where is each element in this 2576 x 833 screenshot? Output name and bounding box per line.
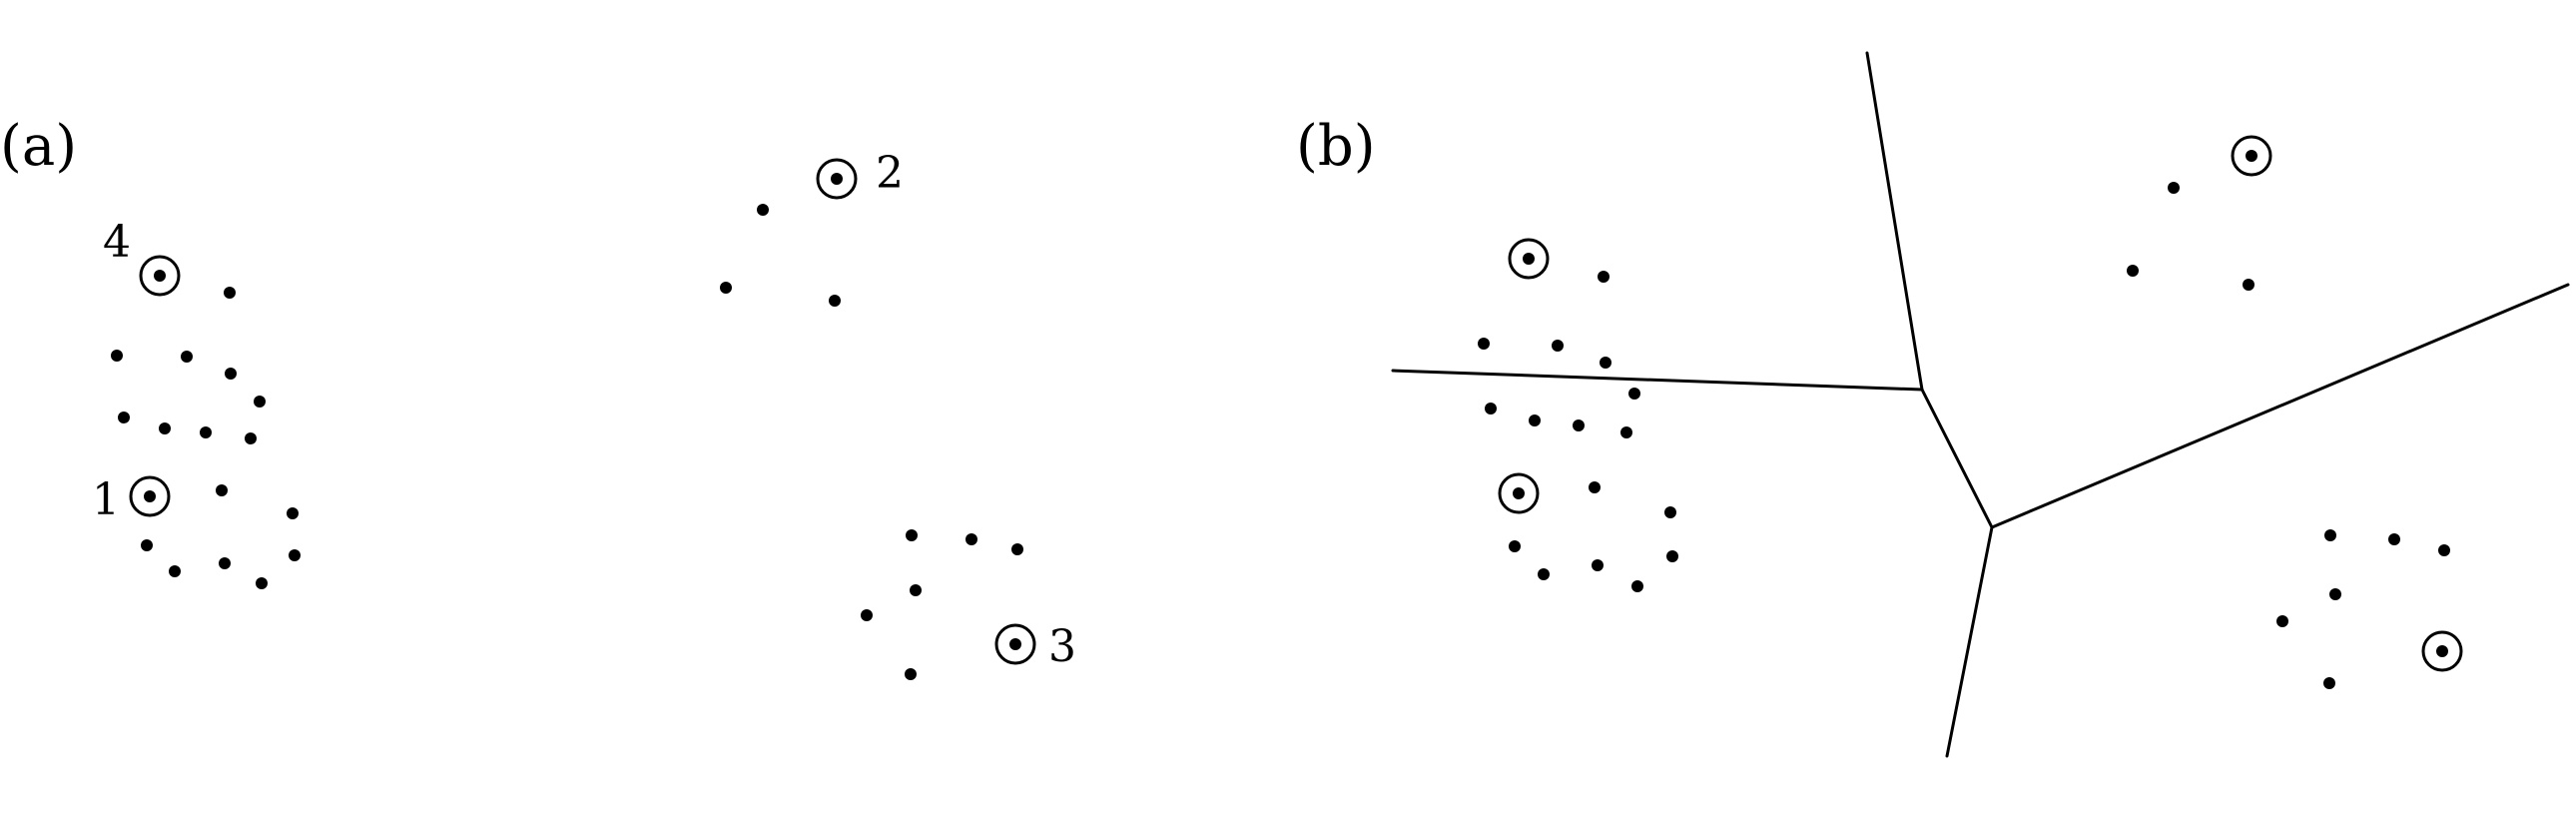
point — [966, 533, 977, 545]
point — [111, 350, 123, 362]
seed-point — [2246, 150, 2257, 162]
voronoi-edge — [1920, 388, 1994, 529]
cluster-bottom-b — [2276, 529, 2463, 689]
point — [1600, 357, 1611, 369]
seed-point-4 — [154, 270, 166, 282]
point — [906, 529, 918, 541]
point — [829, 295, 841, 307]
panel-a: (a) 1 2 3 4 — [0, 114, 1076, 680]
seed-ring — [2231, 135, 2272, 177]
point — [118, 412, 130, 423]
seed-label-4: 4 — [103, 217, 131, 268]
point — [2329, 588, 2341, 600]
point — [1478, 338, 1490, 350]
point — [1552, 340, 1564, 352]
point — [1509, 540, 1521, 552]
point — [245, 432, 257, 444]
point — [181, 351, 193, 363]
point — [224, 287, 236, 299]
point — [1573, 419, 1585, 431]
point — [225, 368, 237, 380]
point — [256, 577, 268, 589]
point — [2323, 677, 2335, 689]
seed-ring-4 — [139, 255, 181, 297]
point — [141, 539, 153, 551]
cluster-left — [111, 255, 301, 589]
panel-a-label: (a) — [0, 114, 77, 179]
seed-label-2: 2 — [876, 148, 904, 199]
point — [861, 609, 873, 621]
point — [200, 426, 212, 438]
point — [169, 565, 181, 577]
seed-ring — [1508, 238, 1550, 280]
point — [757, 204, 769, 216]
cluster-top — [720, 158, 858, 307]
seed-point-3 — [1009, 638, 1021, 650]
seed-point — [2436, 645, 2448, 657]
cluster-top-b — [2127, 135, 2272, 291]
point — [2438, 544, 2450, 556]
point — [1589, 481, 1601, 493]
point — [2388, 533, 2400, 545]
voronoi-edges — [1391, 51, 2570, 758]
point — [1592, 559, 1604, 571]
seed-label-3: 3 — [1048, 621, 1076, 672]
seed-ring-3 — [994, 623, 1036, 665]
seed-point — [1523, 253, 1535, 265]
point — [254, 396, 266, 408]
point — [2243, 279, 2254, 291]
point — [1538, 568, 1550, 580]
voronoi-edge — [1865, 51, 1924, 392]
point — [2324, 529, 2336, 541]
point — [1628, 388, 1640, 400]
point — [1011, 543, 1023, 555]
point — [159, 422, 171, 434]
point — [219, 557, 231, 569]
point — [216, 484, 228, 496]
seed-label-1: 1 — [92, 474, 120, 525]
seed-ring-1 — [129, 475, 171, 517]
point — [287, 507, 299, 519]
cluster-left-b — [1478, 238, 1678, 592]
point — [289, 549, 301, 561]
seed-point-1 — [144, 490, 156, 502]
point — [1631, 580, 1643, 592]
point — [1666, 550, 1678, 562]
panel-b-label: (b) — [1296, 114, 1376, 179]
point — [1620, 426, 1632, 438]
seed-ring-2 — [816, 158, 858, 200]
cluster-bottom — [861, 529, 1036, 680]
seed-ring — [1498, 472, 1540, 514]
voronoi-edge — [1391, 369, 1924, 392]
point — [910, 584, 922, 596]
point — [720, 282, 732, 294]
point — [1664, 506, 1676, 518]
point — [1485, 403, 1497, 415]
point — [1598, 271, 1610, 283]
seed-ring — [2421, 630, 2463, 672]
point — [1529, 415, 1541, 426]
point — [2127, 265, 2139, 277]
point — [2168, 182, 2180, 194]
voronoi-edge — [1990, 283, 2570, 529]
seed-point — [1513, 487, 1525, 499]
point — [2276, 615, 2288, 627]
point — [905, 668, 917, 680]
seed-point-2 — [831, 173, 843, 185]
voronoi-edge — [1945, 525, 1994, 758]
panel-b: (b) — [1296, 51, 2570, 758]
